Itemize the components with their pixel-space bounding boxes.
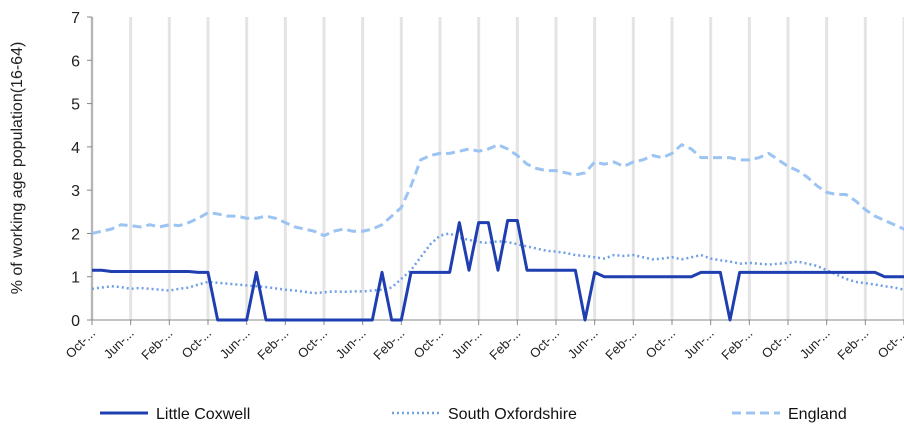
x-tick-label: Jun-... xyxy=(681,326,717,362)
series-line-south-oxfordshire xyxy=(91,232,904,295)
y-tick-label: 4 xyxy=(71,140,80,157)
y-tick-label: 7 xyxy=(71,10,80,27)
legend-label: Little Coxwell xyxy=(156,406,250,423)
legend-label: South Oxfordshire xyxy=(448,406,577,423)
x-tick-label: Jun-... xyxy=(101,326,137,362)
x-tick-label: Oct-... xyxy=(294,326,330,362)
x-tick-label: Oct-... xyxy=(178,326,214,362)
grid xyxy=(90,17,904,320)
x-tick-label: Feb-... xyxy=(370,326,407,363)
x-tick-label: Feb-... xyxy=(602,326,639,363)
series xyxy=(91,143,904,322)
x-tick-label: Jun-... xyxy=(565,326,601,362)
y-tick-labels: 0 1 2 3 4 5 6 7 xyxy=(71,10,92,330)
x-tick-label: Feb-... xyxy=(834,326,871,363)
legend: Little Coxwell South Oxfordshire England xyxy=(100,406,847,423)
x-tick-label: Feb-... xyxy=(138,326,175,363)
x-tick-label: Jun-... xyxy=(449,326,485,362)
y-tick-label: 1 xyxy=(71,270,80,287)
x-tick-label: Oct-... xyxy=(874,326,904,362)
x-tick-label: Jun-... xyxy=(797,326,833,362)
y-axis-title: % of working age population(16-64) xyxy=(9,42,26,295)
series-line-little-coxwell xyxy=(92,218,904,322)
x-tick-label: Feb-... xyxy=(486,326,523,363)
x-tick-label: Oct-... xyxy=(526,326,562,362)
x-tick-label: Oct-... xyxy=(410,326,446,362)
x-tick-labels: Oct-... Jun-... Feb-... Oct-... Jun-... Feb-.… xyxy=(62,320,904,363)
y-tick-label: 6 xyxy=(71,53,80,70)
x-tick-label: Oct-... xyxy=(62,326,98,362)
y-tick-label: 2 xyxy=(71,226,80,243)
x-tick-label: Jun-... xyxy=(333,326,369,362)
y-tick-label: 0 xyxy=(71,313,80,330)
y-tick-label: 3 xyxy=(71,183,80,200)
legend-label: England xyxy=(788,406,847,423)
x-tick-label: Feb-... xyxy=(718,326,755,363)
y-tick-label: 5 xyxy=(71,97,80,114)
x-tick-label: Oct-... xyxy=(758,326,794,362)
x-tick-label: Feb-... xyxy=(254,326,291,363)
x-tick-label: Jun-... xyxy=(217,326,253,362)
x-tick-label: Oct-... xyxy=(642,326,678,362)
series-line-england xyxy=(91,143,904,238)
axes xyxy=(91,17,904,321)
